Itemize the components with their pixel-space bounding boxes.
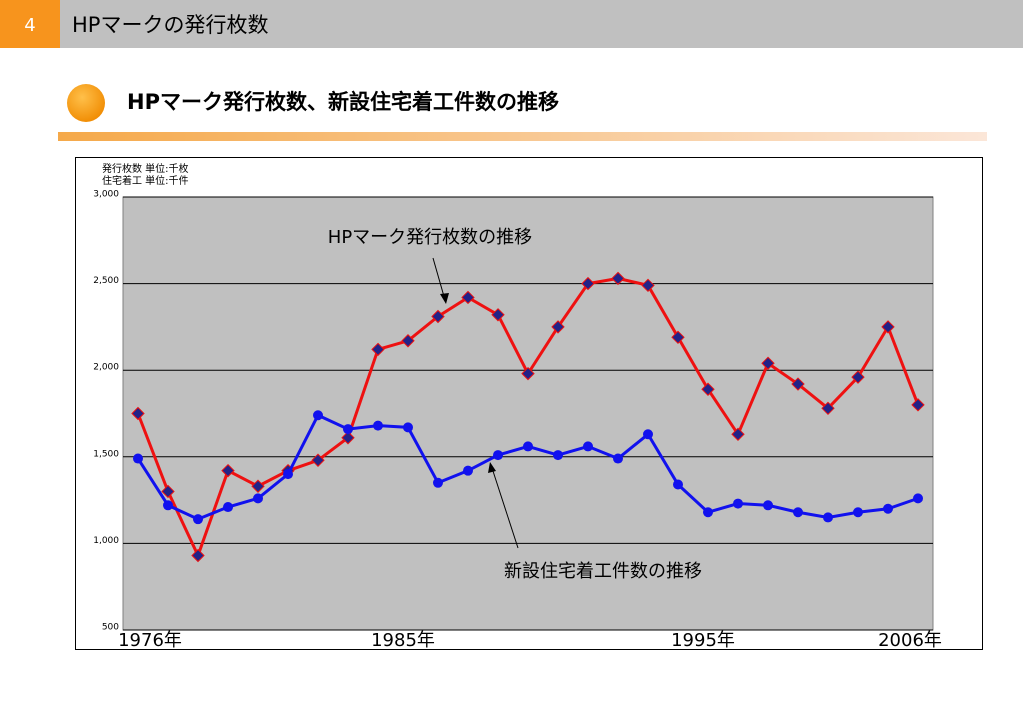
y-tick-label: 1,500	[93, 449, 119, 459]
bullet	[67, 84, 105, 122]
marker	[553, 450, 563, 461]
marker	[613, 453, 623, 464]
annotation: 新設住宅着工件数の推移	[504, 561, 702, 582]
marker	[911, 398, 925, 412]
marker	[583, 441, 593, 452]
marker	[491, 308, 505, 322]
marker	[521, 366, 535, 381]
y-tick-label: 2,500	[93, 276, 119, 286]
y-tick-label: 3,000	[93, 190, 119, 200]
marker	[883, 503, 893, 514]
marker	[611, 271, 625, 286]
marker	[251, 479, 265, 493]
marker	[341, 431, 355, 445]
x-tick-label: 2006年	[878, 630, 942, 651]
marker	[851, 370, 865, 384]
marker	[193, 514, 203, 525]
marker	[461, 290, 475, 305]
marker	[733, 498, 743, 509]
header-title: HPマークの発行枚数	[72, 13, 268, 37]
x-tick-label: 1985年	[371, 630, 435, 651]
annotation: HPマーク発行枚数の推移	[328, 227, 532, 248]
marker	[343, 424, 353, 435]
marker	[823, 512, 833, 523]
marker	[731, 427, 745, 441]
marker	[643, 429, 653, 440]
header-bar	[0, 0, 1023, 48]
unit-label: 発行枚数 単位:千枚	[102, 162, 189, 175]
annotation-arrow	[432, 257, 446, 301]
marker	[493, 450, 503, 461]
marker	[761, 356, 775, 370]
marker	[793, 507, 803, 518]
marker	[671, 330, 685, 344]
marker	[133, 453, 143, 464]
marker	[253, 493, 263, 504]
arrowhead	[488, 462, 496, 473]
marker	[223, 502, 233, 513]
marker	[131, 406, 145, 421]
marker	[163, 500, 173, 511]
marker	[821, 401, 835, 416]
y-tick-label: 2,000	[93, 363, 119, 373]
marker	[913, 493, 923, 504]
marker	[161, 484, 175, 499]
marker	[431, 309, 445, 324]
marker	[641, 278, 655, 293]
chart-title: HPマーク発行枚数、新設住宅着工件数の推移	[127, 90, 559, 114]
x-tick-label: 1976年	[118, 630, 182, 651]
unit-label: 住宅着工 単位:千件	[102, 174, 189, 187]
marker	[433, 477, 443, 488]
arrowhead	[440, 293, 449, 304]
marker	[403, 422, 413, 433]
marker	[283, 469, 293, 480]
y-tick-label: 500	[102, 623, 119, 633]
marker	[221, 463, 235, 478]
marker	[703, 507, 713, 518]
divider	[58, 132, 987, 141]
header-number-box	[0, 0, 60, 48]
marker	[551, 320, 565, 334]
marker	[191, 548, 205, 563]
marker	[701, 382, 715, 396]
x-tick-label: 1995年	[671, 630, 735, 651]
marker	[401, 334, 415, 348]
marker	[371, 342, 385, 357]
y-tick-label: 1,000	[93, 536, 119, 546]
marker	[763, 500, 773, 511]
marker	[853, 507, 863, 518]
marker	[791, 377, 805, 391]
marker	[373, 420, 383, 431]
plot-area	[122, 196, 934, 631]
marker	[523, 441, 533, 452]
marker	[673, 479, 683, 490]
header-number: 4	[24, 15, 35, 36]
marker	[313, 410, 323, 421]
marker	[463, 465, 473, 476]
marker	[311, 453, 325, 467]
annotation-arrow	[491, 467, 519, 549]
marker	[881, 320, 895, 334]
marker	[581, 276, 595, 291]
